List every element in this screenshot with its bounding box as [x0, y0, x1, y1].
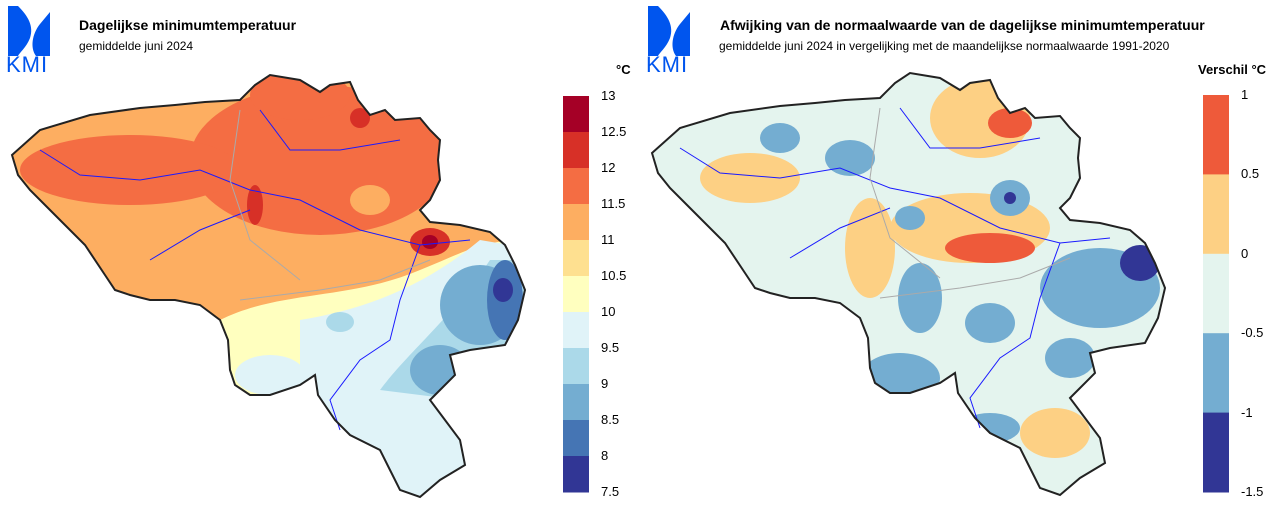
right-map-title: Afwijking van de normaalwaarde van de da… [720, 17, 1205, 33]
left-color-legend [563, 96, 589, 493]
zone-minus1-minus0.5 [825, 140, 875, 176]
zone-minus1-minus0.5 [898, 263, 942, 333]
right-color-legend [1203, 95, 1229, 493]
kmi-logo-text: KMI [6, 52, 49, 77]
legend-swatch [1203, 412, 1229, 493]
left-map-title: Dagelijkse minimumtemperatuur [79, 17, 297, 33]
right-anomaly-map [652, 73, 1165, 495]
kmi-logo-text: KMI [646, 52, 689, 77]
zone-12-12.5 [247, 185, 263, 225]
legend-label: 11.5 [601, 196, 626, 211]
legend-label: 12.5 [601, 124, 627, 139]
legend-label: 0.5 [1241, 166, 1260, 182]
legend-swatch [563, 348, 589, 385]
zone-0.5-1 [988, 108, 1032, 138]
zone-0-0.5 [700, 153, 800, 203]
legend-swatch [1203, 95, 1229, 175]
province-border [239, 259, 431, 301]
legend-label: -0.5 [1241, 325, 1264, 341]
kmi-logo: KMI [646, 4, 696, 77]
province-border [229, 109, 301, 281]
legend-label: 1 [1241, 87, 1249, 102]
legend-swatch [563, 420, 589, 457]
right-rivers [679, 107, 1111, 429]
legend-swatch [563, 168, 589, 205]
river [149, 209, 251, 261]
left-rivers [39, 109, 471, 431]
zone-11-11.5 [350, 185, 390, 215]
river [899, 107, 1041, 149]
river [259, 109, 401, 151]
zone-7.5-8 [493, 278, 513, 302]
legend-swatch [563, 240, 589, 277]
zone-0.5-1 [945, 233, 1035, 263]
legend-label: 13 [601, 88, 616, 103]
zone-9-9.5 [326, 312, 354, 332]
legend-swatch [1203, 333, 1229, 414]
legend-label: 8.5 [601, 412, 620, 427]
legend-label: 11 [601, 232, 615, 247]
legend-label: -1.5 [1241, 484, 1264, 499]
legend-label: 0 [1241, 245, 1249, 261]
zone-12-12.5 [350, 108, 370, 128]
province-border [869, 107, 941, 279]
legend-swatch [563, 312, 589, 349]
legend-swatch [563, 276, 589, 313]
zone-minus1-minus0.5 [860, 353, 940, 403]
right-map-subtitle: gemiddelde juni 2024 in vergelijking met… [719, 39, 1170, 53]
legend-label: 9 [601, 376, 609, 391]
legend-swatch [563, 384, 589, 421]
zone-minus1-minus0.5 [965, 303, 1015, 343]
right-legend-unit: Verschil °C [1198, 62, 1267, 77]
zone-0-0.5 [845, 198, 895, 298]
zone-11.5-12 [20, 135, 240, 205]
zone-minus1-minus0.5 [760, 123, 800, 153]
left-temperature-map [12, 75, 525, 497]
left-legend-unit: °C [616, 62, 631, 77]
legend-swatch [1203, 253, 1229, 334]
zone-0-0.5 [1020, 408, 1090, 458]
legend-label: 9.5 [601, 340, 620, 355]
river [789, 207, 891, 259]
legend-swatch [563, 456, 589, 493]
province-border [879, 257, 1071, 299]
kmi-logo: KMI [6, 4, 56, 77]
legend-swatch [563, 96, 589, 133]
river [679, 147, 1111, 244]
legend-label: 12 [601, 160, 616, 175]
legend-swatch [563, 132, 589, 169]
zone-minus1-minus0.5 [960, 413, 1020, 443]
legend-label: -1 [1241, 404, 1253, 420]
river [329, 244, 421, 431]
river [969, 242, 1061, 429]
zone-minus1-minus0.5 [1045, 338, 1095, 378]
left-map-subtitle: gemiddelde juni 2024 [79, 39, 194, 53]
zone-minus1-minus0.5 [895, 206, 925, 230]
zone-9.5-10 [235, 355, 305, 395]
legend-label: 10 [601, 304, 616, 319]
legend-swatch [1203, 174, 1229, 255]
zone-minus1.5-minus1 [1004, 192, 1016, 204]
legend-label: 8 [601, 448, 609, 463]
legend-swatch [563, 204, 589, 241]
legend-label: 10.5 [601, 268, 627, 283]
zone-12.5-13 [422, 235, 438, 249]
river [39, 149, 471, 246]
legend-label: 7.5 [601, 484, 620, 499]
